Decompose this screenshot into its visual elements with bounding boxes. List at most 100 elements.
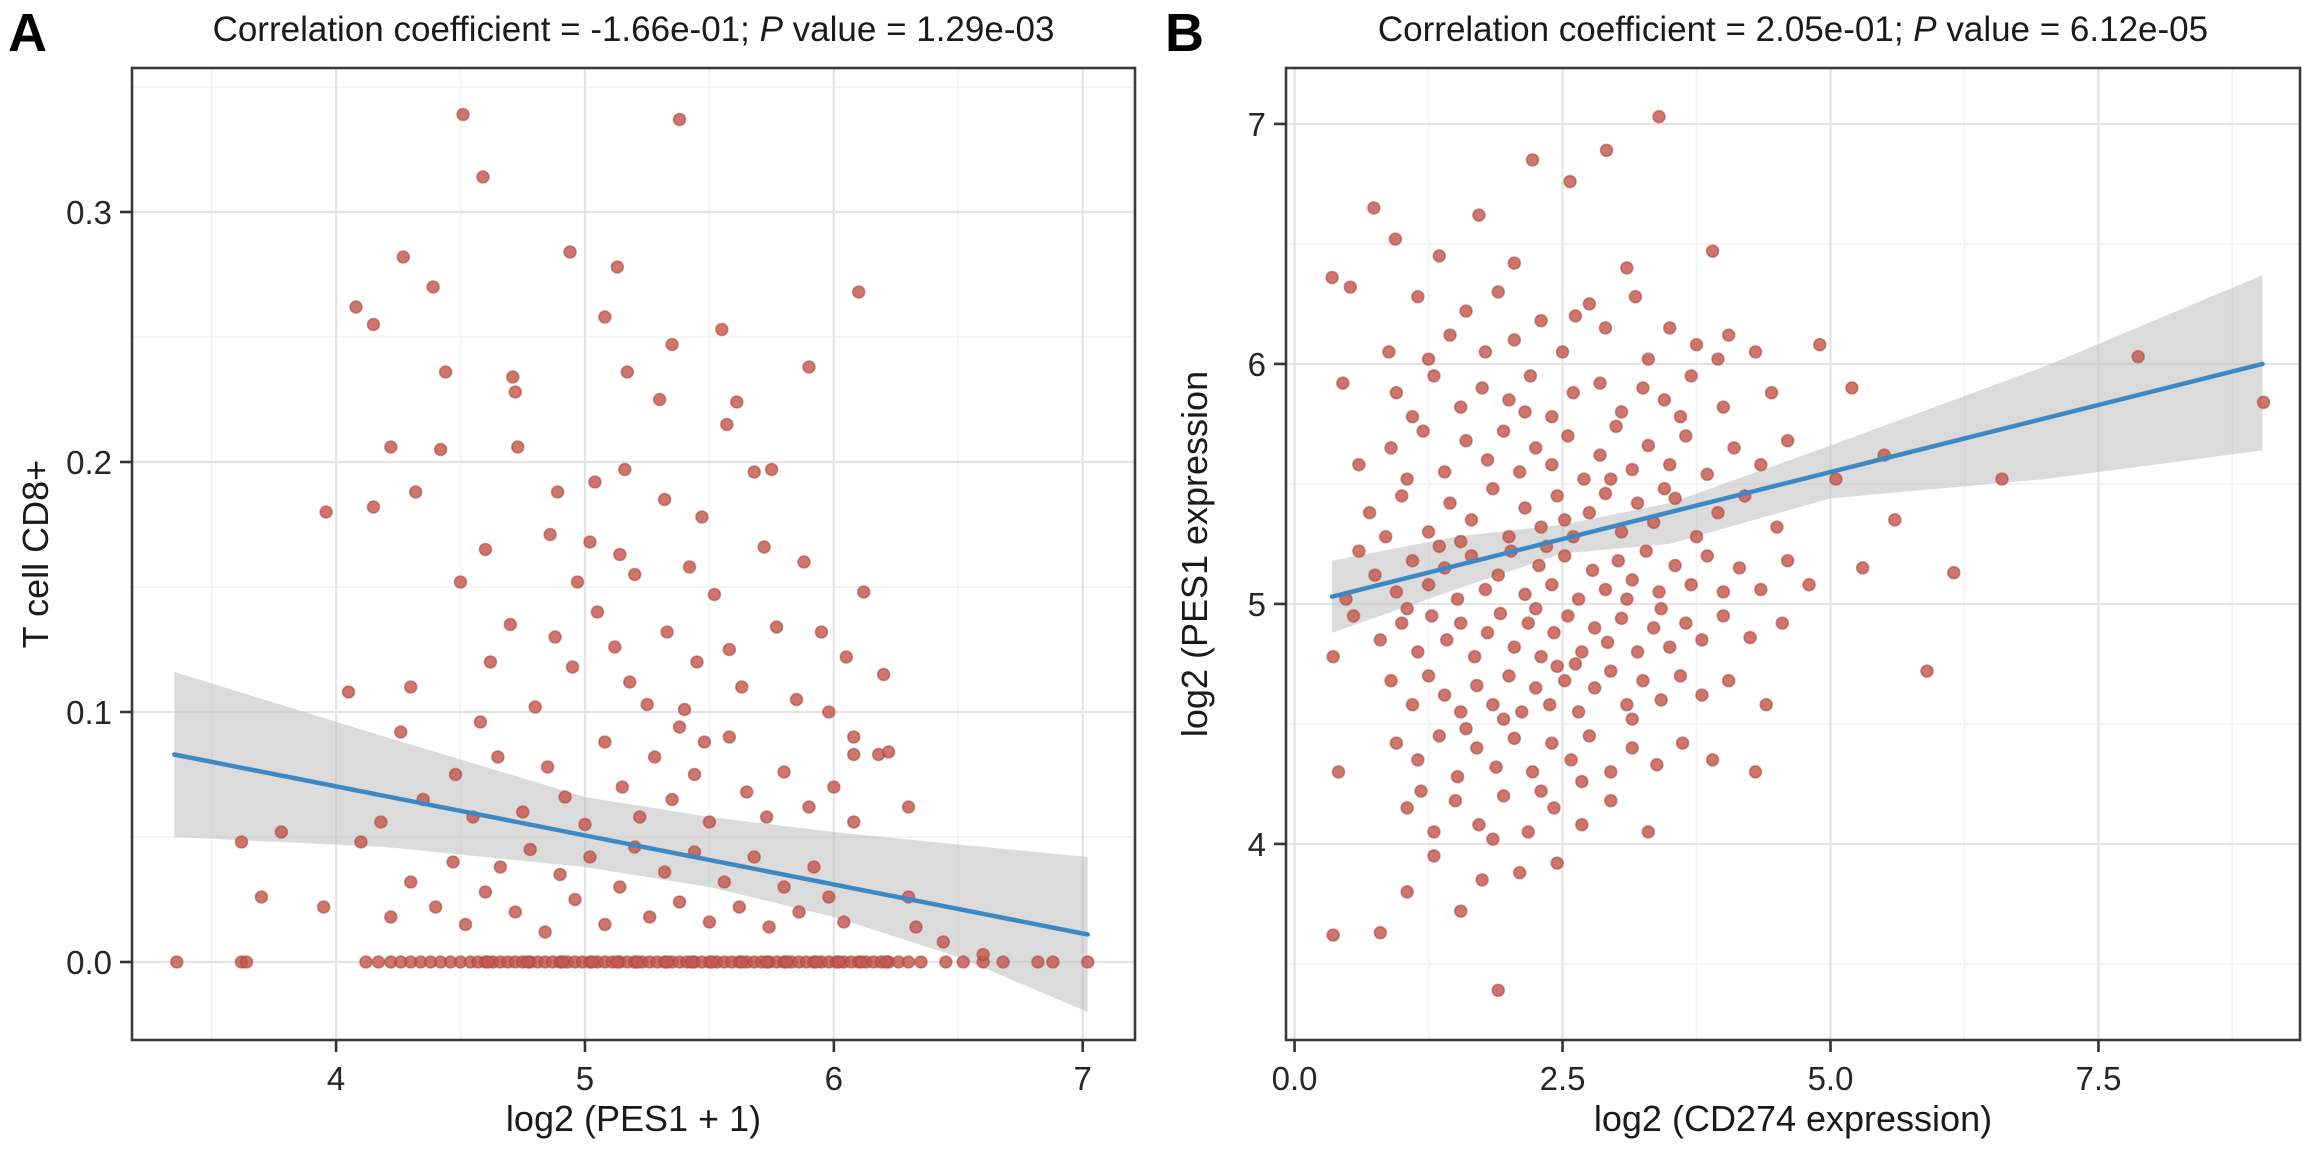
data-point bbox=[665, 337, 679, 352]
data-point bbox=[555, 955, 570, 969]
data-point bbox=[1507, 333, 1522, 347]
data-point bbox=[1424, 609, 1439, 623]
data-point bbox=[1609, 419, 1623, 434]
data-point bbox=[528, 700, 542, 714]
data-point bbox=[508, 905, 523, 919]
data-point bbox=[384, 910, 398, 924]
data-point bbox=[851, 285, 866, 299]
panel-border bbox=[130, 66, 1137, 1042]
data-point bbox=[939, 955, 953, 969]
data-point bbox=[1472, 817, 1486, 832]
data-point bbox=[1475, 873, 1489, 887]
data-point bbox=[1582, 505, 1597, 520]
data-point bbox=[1568, 309, 1583, 323]
axis-ticks: 0.0 2.5 5.0 7.5 4 5 6 7 bbox=[1248, 106, 2122, 1097]
data-point bbox=[1575, 645, 1589, 659]
gridlines-major bbox=[1286, 68, 2300, 1040]
data-point bbox=[543, 527, 557, 542]
data-point bbox=[1705, 753, 1720, 767]
data-point bbox=[732, 900, 747, 914]
x-tick-label: 7 bbox=[1074, 1060, 1092, 1097]
data-point bbox=[428, 900, 443, 914]
data-point bbox=[846, 747, 861, 762]
data-point bbox=[1566, 385, 1581, 400]
data-point bbox=[779, 955, 794, 969]
data-point bbox=[1528, 441, 1543, 455]
data-point bbox=[1525, 153, 1540, 167]
data-point bbox=[1411, 753, 1425, 767]
data-point bbox=[1600, 635, 1615, 650]
data-point bbox=[1464, 513, 1479, 527]
data-point bbox=[697, 735, 712, 749]
data-point bbox=[1416, 424, 1431, 438]
data-point bbox=[408, 485, 423, 499]
panel-b-scatter-plot: 0.0 2.5 5.0 7.5 4 5 6 7 bbox=[1248, 66, 2302, 1097]
data-point bbox=[729, 395, 744, 409]
data-point bbox=[274, 825, 289, 839]
data-point bbox=[1657, 481, 1672, 496]
data-point bbox=[827, 780, 841, 794]
data-point bbox=[1920, 664, 1934, 678]
data-point bbox=[682, 560, 697, 574]
data-point bbox=[1534, 520, 1548, 534]
data-point bbox=[1775, 616, 1790, 630]
data-point bbox=[707, 587, 722, 602]
data-point bbox=[1641, 438, 1656, 453]
data-point bbox=[1550, 489, 1564, 503]
data-point bbox=[478, 542, 493, 557]
data-point bbox=[1459, 721, 1473, 736]
data-point bbox=[1523, 369, 1538, 383]
data-point bbox=[1662, 640, 1677, 654]
data-point bbox=[366, 317, 381, 332]
data-point bbox=[672, 112, 687, 127]
data-point bbox=[1486, 832, 1500, 846]
data-point bbox=[695, 510, 709, 524]
data-point bbox=[483, 655, 498, 669]
data-point bbox=[1679, 429, 1693, 443]
data-point bbox=[1384, 441, 1398, 455]
data-point bbox=[565, 660, 580, 674]
data-point bbox=[610, 955, 625, 969]
data-point bbox=[1770, 520, 1784, 534]
data-point bbox=[1502, 529, 1516, 544]
data-point bbox=[1453, 400, 1468, 414]
data-point bbox=[1598, 321, 1613, 335]
data-point bbox=[1472, 208, 1486, 222]
data-point bbox=[316, 900, 331, 914]
data-point bbox=[1732, 561, 1747, 575]
data-point bbox=[341, 685, 356, 699]
x-tick-label: 5.0 bbox=[1808, 1060, 1854, 1097]
data-point bbox=[1521, 825, 1536, 839]
data-point bbox=[403, 875, 418, 889]
data-point bbox=[1641, 825, 1656, 839]
data-point bbox=[1675, 736, 1690, 750]
data-point bbox=[438, 365, 453, 379]
data-point bbox=[1620, 697, 1634, 712]
data-point bbox=[1486, 697, 1500, 712]
data-point bbox=[1716, 400, 1731, 414]
data-point bbox=[876, 667, 891, 682]
data-point bbox=[1437, 688, 1452, 702]
data-point bbox=[764, 462, 779, 477]
data-point bbox=[1754, 457, 1768, 472]
data-point bbox=[1641, 352, 1656, 366]
data-point bbox=[374, 815, 388, 829]
data-point bbox=[1652, 585, 1666, 599]
data-point bbox=[1684, 577, 1698, 592]
scatter-points bbox=[169, 107, 1095, 969]
data-point bbox=[657, 865, 672, 879]
data-point bbox=[1561, 429, 1575, 443]
data-point bbox=[396, 250, 411, 264]
data-point bbox=[642, 910, 657, 924]
data-point bbox=[769, 620, 784, 634]
data-point bbox=[1700, 467, 1715, 482]
data-point bbox=[1467, 649, 1482, 664]
data-point bbox=[1518, 405, 1532, 419]
regression-line bbox=[1329, 361, 2265, 599]
data-point bbox=[558, 790, 572, 804]
data-point bbox=[1711, 352, 1725, 366]
data-point bbox=[1378, 529, 1393, 544]
data-point bbox=[169, 955, 184, 969]
data-point bbox=[1630, 496, 1645, 510]
data-point bbox=[1550, 856, 1564, 870]
